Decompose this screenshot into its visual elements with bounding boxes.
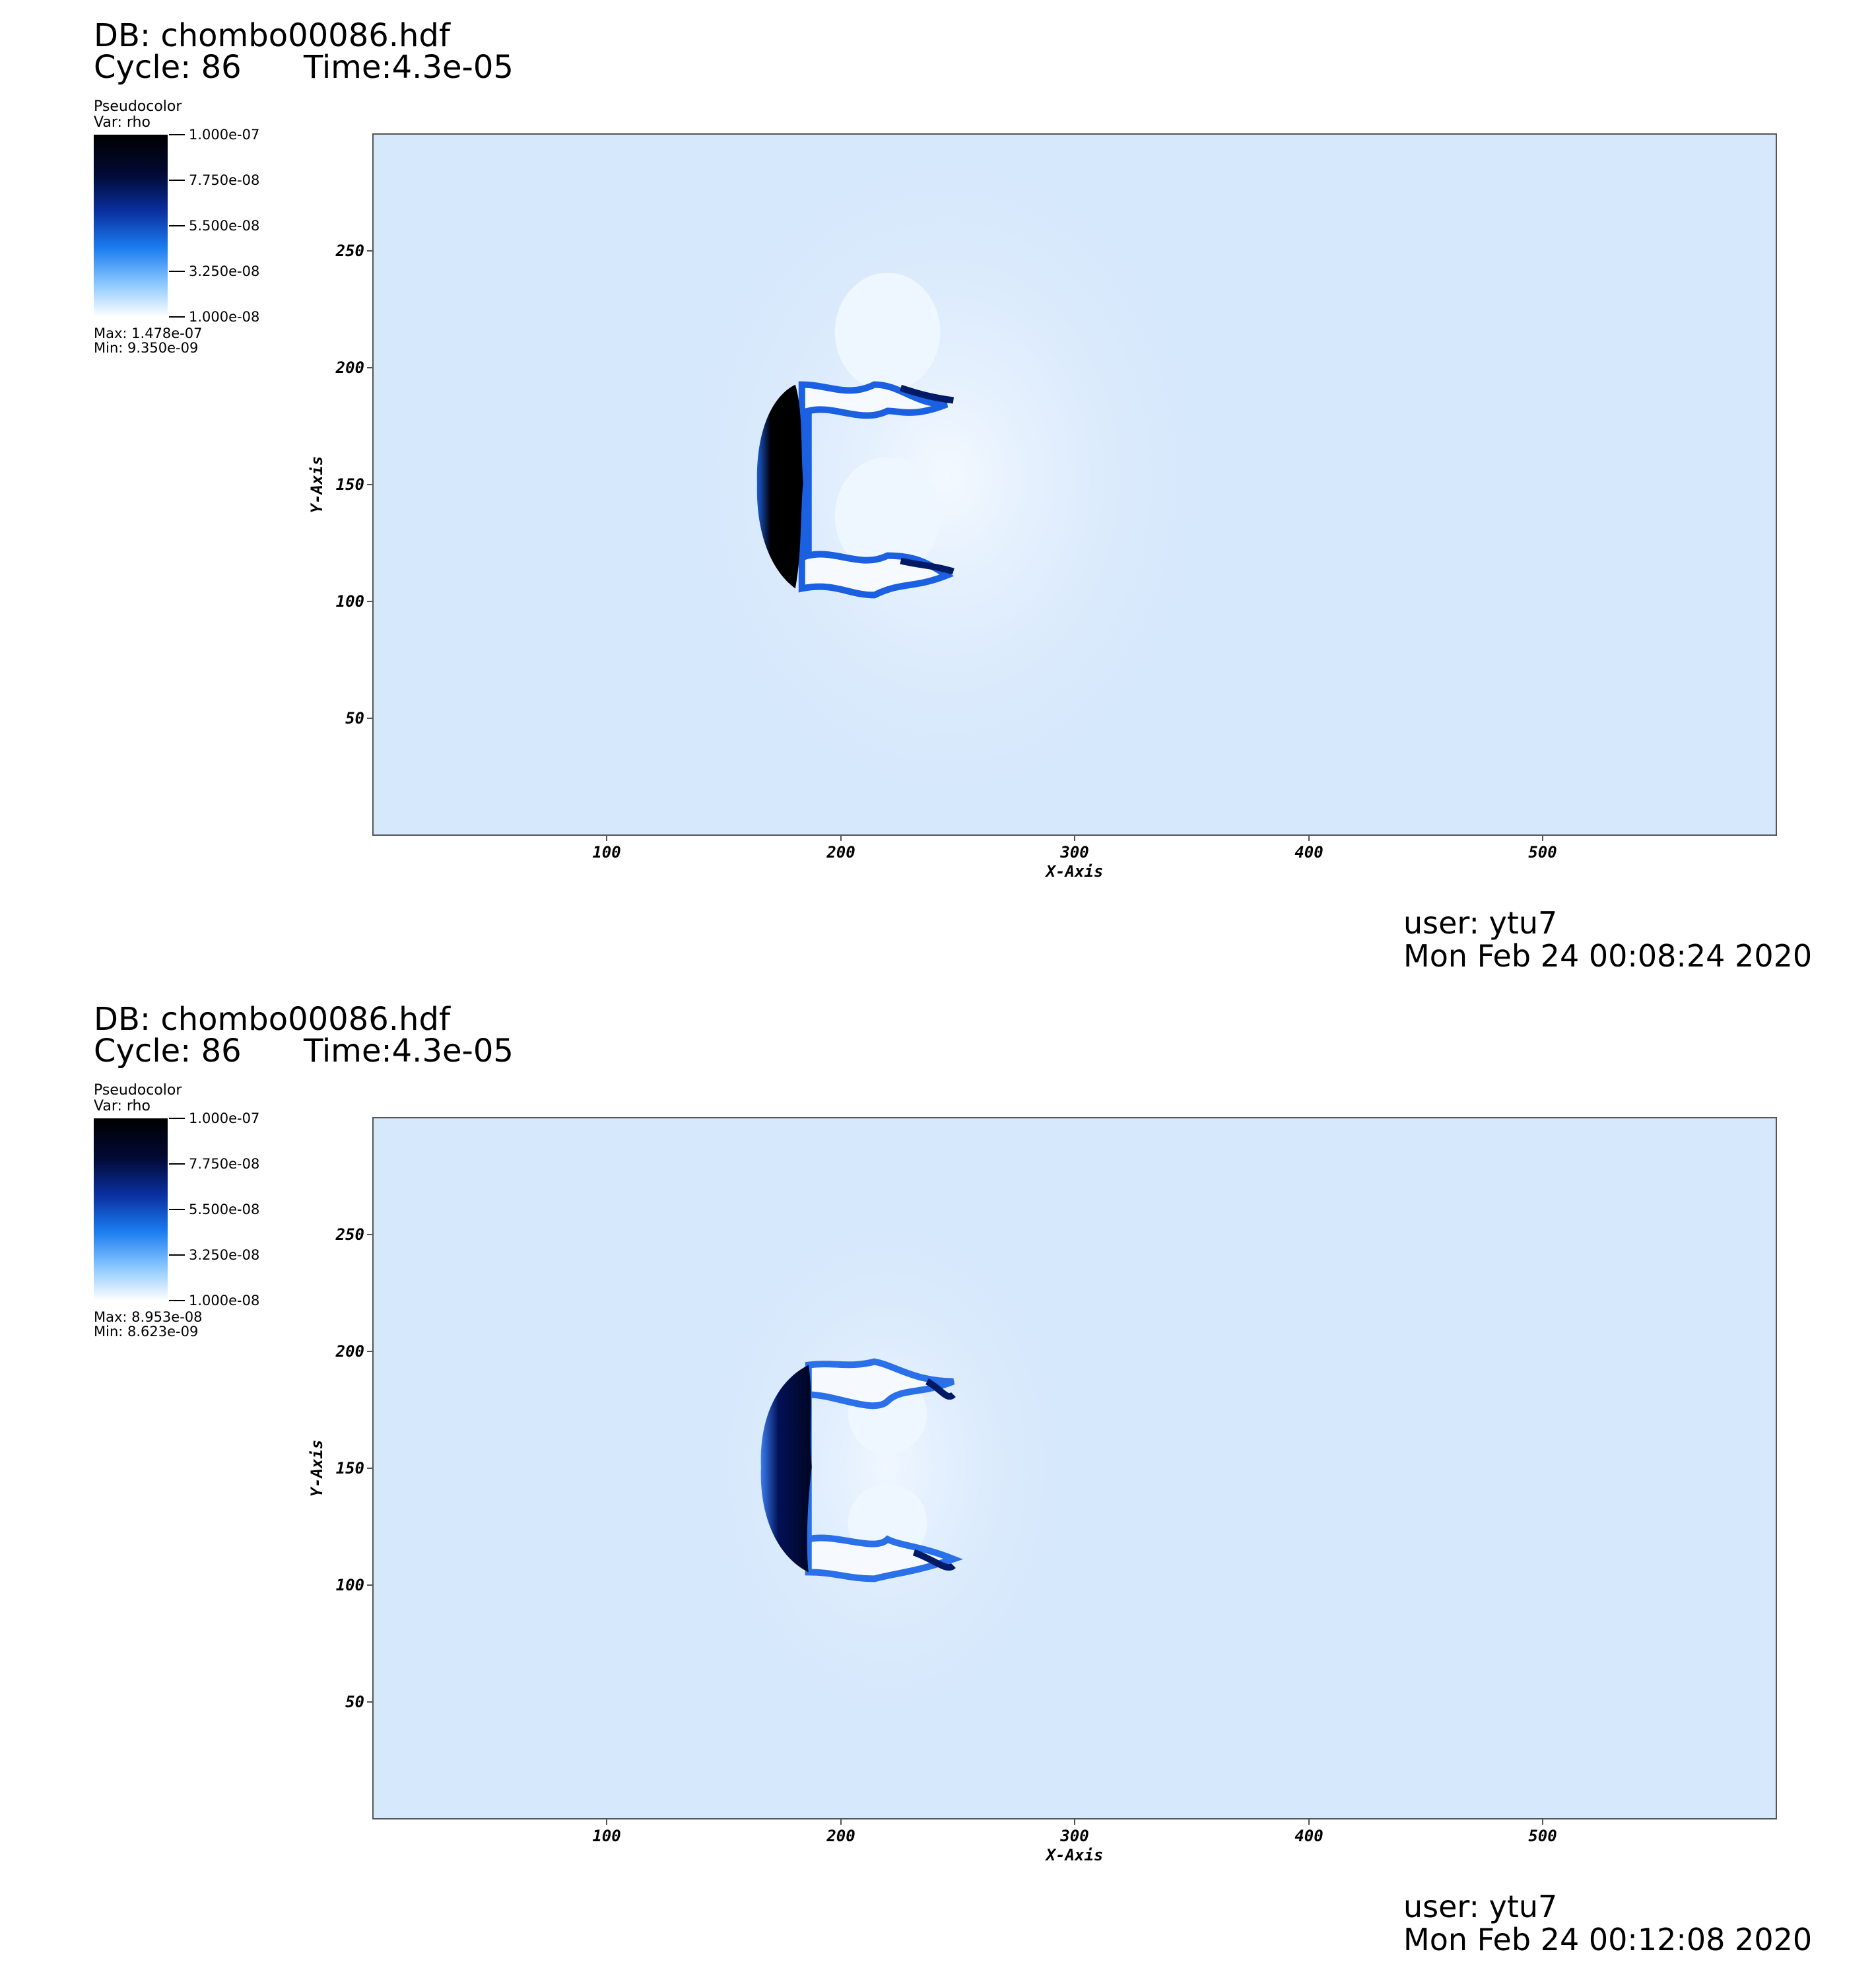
y-tick-label: 50: [345, 709, 364, 728]
y-axis-label: Y-Axis: [308, 1439, 326, 1497]
legend-min: Min: 9.350e-09: [94, 340, 199, 356]
cycle-label: Cycle: 86: [94, 1033, 242, 1070]
colorbar-label: 1.000e-08: [189, 309, 260, 325]
y-tick-label: 250: [335, 1225, 364, 1244]
x-tick-label: 500: [1528, 843, 1557, 862]
filament-top: [899, 384, 955, 404]
colorbar-label: 3.250e-08: [189, 263, 260, 279]
time-label: Time:4.3e-05: [304, 1033, 514, 1070]
x-axis-ticks: [606, 836, 1543, 841]
plot-area: [372, 133, 1777, 836]
density-front: [756, 384, 803, 589]
legend-max: Max: 8.953e-08: [94, 1309, 203, 1325]
legend-var: Var: rho: [94, 1098, 151, 1114]
plot-area: [372, 1117, 1777, 1819]
y-tick-label: 250: [335, 242, 364, 260]
colorbar-tick: [169, 1254, 185, 1256]
colorbar-tick: [169, 1209, 185, 1210]
bubble-outline: [798, 381, 955, 599]
y-tick-label: 200: [335, 358, 364, 377]
density-front: [760, 1365, 812, 1573]
colorbar-tick: [169, 1300, 185, 1301]
bubble-outline: [805, 1358, 963, 1582]
colorbar-tick: [169, 271, 185, 272]
colorbar-label: 5.500e-08: [189, 218, 260, 234]
colorbar-tick: [169, 1118, 185, 1119]
vortex-top: [834, 273, 941, 391]
y-axis-ticks: [367, 250, 372, 719]
shock-glow: [663, 135, 1230, 832]
x-tick-label: 400: [1294, 1827, 1323, 1845]
filament-bottom: [912, 1549, 956, 1571]
colorbar-label: 7.750e-08: [189, 172, 260, 188]
colorbar-label: 7.750e-08: [189, 1156, 260, 1172]
date-label: Mon Feb 24 00:12:08 2020: [1403, 1922, 1813, 1957]
colorbar-tick: [169, 316, 185, 318]
legend-title: Pseudocolor: [94, 98, 182, 115]
x-tick-label: 500: [1528, 1827, 1557, 1845]
x-tick-label: 100: [592, 1827, 621, 1845]
x-axis-ticks: [606, 1819, 1543, 1825]
db-label: DB: chombo00086.hdf: [94, 1001, 450, 1038]
y-tick-label: 150: [335, 475, 364, 494]
legend-var: Var: rho: [94, 114, 151, 131]
legend-title: Pseudocolor: [94, 1082, 182, 1099]
density-field: [374, 135, 1776, 834]
plot-panel-2: DB: chombo00086.hdf Cycle: 86 Time:4.3e-…: [0, 984, 1876, 1967]
colorbar-label: 1.000e-07: [189, 1110, 260, 1126]
filament-top: [925, 1378, 956, 1400]
x-axis-label: X-Axis: [1046, 862, 1104, 881]
x-tick-label: 200: [826, 1827, 855, 1845]
plot-panel-1: DB: chombo00086.hdf Cycle: 86 Time:4.3e-…: [0, 0, 1876, 984]
y-tick-label: 150: [335, 1459, 364, 1478]
colorbar-label: 1.000e-07: [189, 127, 260, 143]
colorbar-tick: [169, 180, 185, 181]
cycle-label: Cycle: 86: [94, 49, 242, 86]
vortex-bottom: [834, 457, 941, 576]
filament-bottom: [900, 557, 955, 575]
time-label: Time:4.3e-05: [304, 49, 514, 86]
x-tick-label: 300: [1060, 843, 1089, 862]
y-tick-label: 100: [335, 1576, 364, 1594]
colorbar-tick: [169, 1163, 185, 1165]
colorbar-label: 1.000e-08: [189, 1293, 260, 1308]
legend-max: Max: 1.478e-07: [94, 325, 203, 341]
colorbar-tick: [169, 225, 185, 226]
x-tick-label: 300: [1060, 1827, 1089, 1845]
user-label: user: ytu7: [1403, 1889, 1558, 1924]
db-label: DB: chombo00086.hdf: [94, 17, 450, 54]
y-tick-label: 50: [345, 1693, 364, 1711]
colorbar-tick: [169, 134, 185, 135]
y-axis-label: Y-Axis: [308, 456, 326, 514]
y-tick-label: 100: [335, 592, 364, 611]
density-field: [374, 1118, 1776, 1818]
colorbar: [94, 1118, 168, 1301]
x-tick-label: 400: [1294, 843, 1323, 862]
legend-min: Min: 8.623e-09: [94, 1324, 199, 1340]
colorbar-label: 3.250e-08: [189, 1247, 260, 1263]
x-tick-label: 100: [592, 843, 621, 862]
x-tick-label: 200: [826, 843, 855, 862]
y-axis-ticks: [367, 1234, 372, 1703]
colorbar-label: 5.500e-08: [189, 1202, 260, 1217]
x-axis-label: X-Axis: [1046, 1846, 1104, 1864]
user-label: user: ytu7: [1403, 905, 1558, 941]
colorbar: [94, 135, 168, 317]
y-tick-label: 200: [335, 1342, 364, 1361]
date-label: Mon Feb 24 00:08:24 2020: [1403, 938, 1813, 974]
shock-glow: [690, 1190, 1085, 1744]
